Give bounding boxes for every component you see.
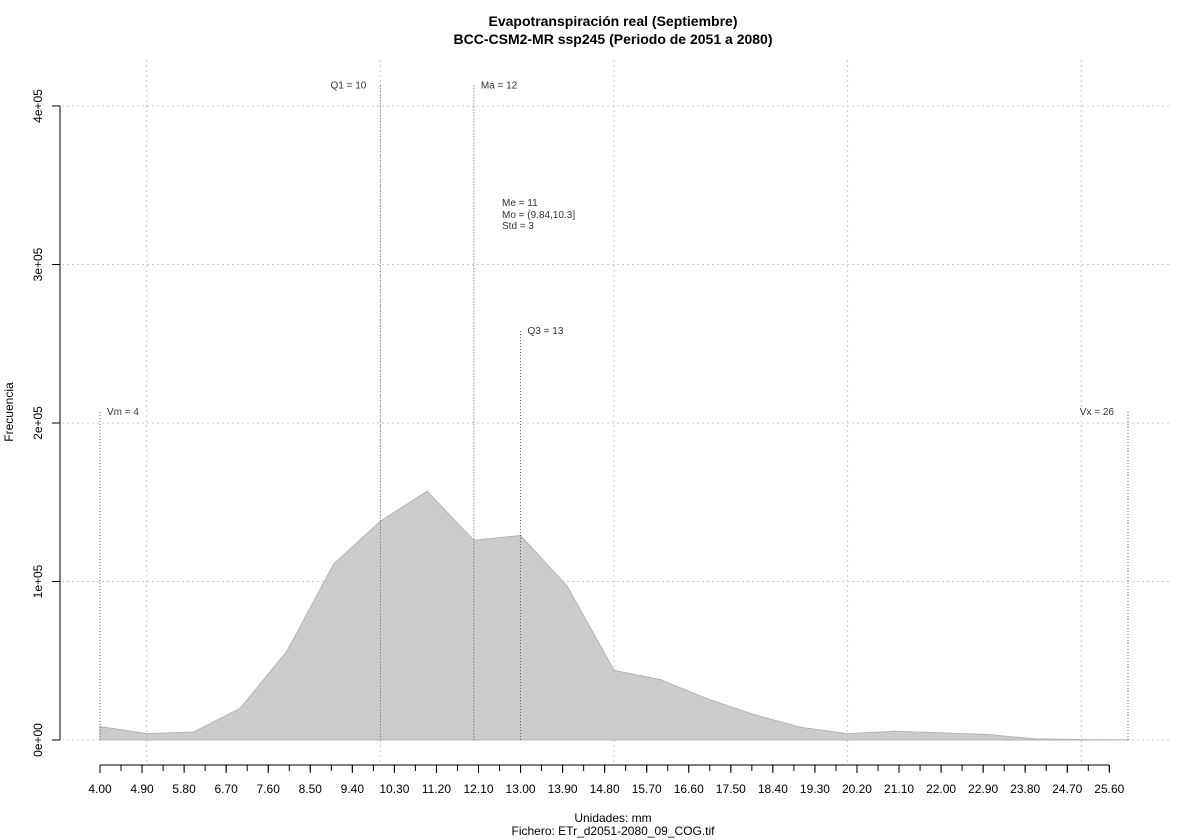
data-point — [286, 650, 288, 652]
grid — [62, 60, 1170, 762]
x-tick-label: 17.50 — [716, 782, 746, 796]
data-point — [660, 679, 662, 681]
reference-line-label: Ma = 12 — [481, 80, 518, 91]
y-tick-label: 1e+05 — [31, 564, 45, 598]
x-tick-label: 23.80 — [1010, 782, 1040, 796]
x-tick-label: 12.10 — [463, 782, 493, 796]
x-axis: 4.00 4.90 5.80 6.70 7.60 8.50 9.40 10.30 11.20 12… — [88, 764, 1125, 796]
x-tick-label: 13.00 — [506, 782, 536, 796]
x-tick-label: 11.20 — [422, 782, 451, 796]
stat-mean: Me = 11 — [502, 198, 538, 209]
x-tick-label: 22.00 — [926, 782, 956, 796]
x-tick-label: 4.00 — [88, 782, 112, 796]
data-point — [99, 725, 101, 728]
x-tick-label: 21.10 — [884, 782, 914, 796]
x-tick-label: 5.80 — [172, 782, 196, 796]
reference-lines: Vm = 4 Q1 = 10 Ma = 12 Q3 = 13 Vx = 26 — [99, 80, 1129, 740]
y-tick-label: 3e+05 — [31, 247, 45, 281]
y-tick-label: 0e+00 — [31, 723, 45, 757]
chart-subtitle: BCC-CSM2-MR ssp245 (Periodo de 2051 a 20… — [454, 31, 773, 47]
x-tick-label: 16.60 — [674, 782, 704, 796]
data-point — [239, 707, 241, 709]
source-file-label: Fichero: ETr_d2051-2080_09_COG.tif — [512, 824, 716, 838]
y-tick-label: 2e+05 — [31, 406, 45, 440]
data-point — [566, 585, 568, 587]
data-point — [1033, 738, 1036, 740]
y-tick-label: 4e+05 — [31, 89, 45, 123]
reference-line-label: Q1 = 10 — [331, 80, 367, 91]
stats-box: Me = 11 Mo = (9.84,10.3] Std = 3 — [502, 198, 575, 232]
x-tick-label: 9.40 — [341, 782, 365, 796]
chart-title: Evapotranspiración real (Septiembre) — [489, 13, 738, 29]
reference-line-label: Vm = 4 — [107, 407, 139, 418]
x-tick-label: 4.90 — [130, 782, 154, 796]
data-point — [192, 731, 195, 733]
x-tick-label: 7.60 — [257, 782, 281, 796]
data-point — [706, 698, 709, 700]
reference-line-label: Vx = 26 — [1080, 407, 1115, 418]
x-tick-label: 22.90 — [968, 782, 998, 796]
x-tick-label: 10.30 — [379, 782, 409, 796]
data-point — [847, 733, 849, 735]
data-point — [753, 714, 755, 716]
data-point — [940, 732, 942, 734]
x-tick-label: 8.50 — [299, 782, 323, 796]
x-tick-label: 13.90 — [548, 782, 578, 796]
frequency-area — [99, 490, 1129, 741]
data-point — [613, 669, 615, 671]
x-tick-label: 18.40 — [758, 782, 788, 796]
data-point — [893, 730, 895, 732]
stat-std: Std = 3 — [502, 221, 534, 232]
x-tick-label: 14.80 — [590, 782, 620, 796]
data-point — [473, 539, 475, 541]
y-axis: 0e+00 1e+05 2e+05 3e+05 4e+05 — [31, 89, 61, 757]
x-tick-label: 15.70 — [632, 782, 662, 796]
data-point — [146, 733, 148, 735]
x-tick-label: 20.20 — [842, 782, 872, 796]
x-tick-label: 25.60 — [1094, 782, 1124, 796]
x-tick-label: 19.30 — [800, 782, 830, 796]
data-point — [1080, 739, 1082, 741]
data-point — [426, 490, 428, 492]
x-axis-label: Unidades: mm — [574, 811, 651, 825]
x-tick-label: 6.70 — [214, 782, 238, 796]
y-axis-label: Frecuencia — [2, 382, 16, 442]
x-tick-label: 24.70 — [1052, 782, 1082, 796]
data-point — [333, 563, 335, 565]
data-point — [987, 733, 989, 736]
stat-mode: Mo = (9.84,10.3] — [502, 210, 575, 221]
reference-line-label: Q3 = 13 — [528, 326, 564, 337]
data-point — [800, 726, 802, 728]
